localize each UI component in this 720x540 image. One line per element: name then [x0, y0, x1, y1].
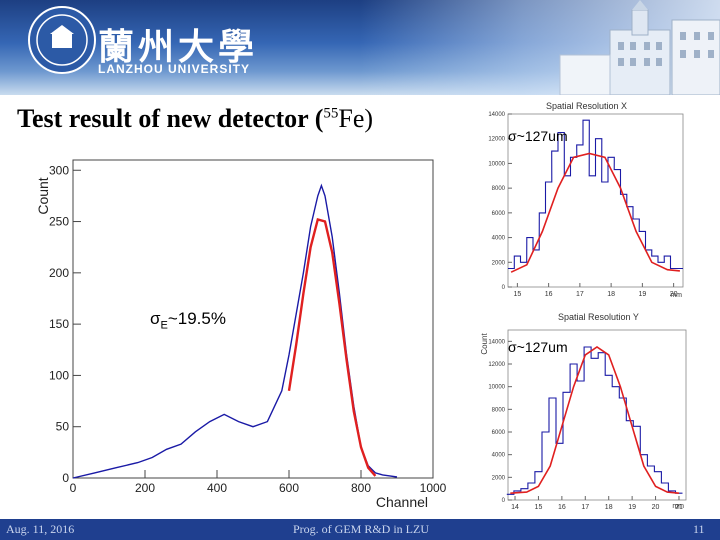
x-tick-label: 16	[558, 504, 566, 511]
y-tick-label: 10000	[488, 385, 505, 391]
resolution-value: ~19.5%	[167, 309, 226, 328]
x-tick-label: 17	[576, 291, 584, 298]
y-tick-label: 8000	[492, 407, 506, 413]
x-tick-label: 16	[545, 291, 553, 298]
y-tick-label: 4000	[492, 453, 506, 459]
plot-frame	[72, 159, 434, 479]
fit-curve	[510, 346, 680, 494]
y-tick-label: 12000	[488, 137, 505, 143]
y-tick-label: 6000	[492, 211, 506, 217]
university-seal-logo	[28, 6, 96, 74]
x-tick-label: 800	[351, 481, 371, 495]
header-banner: 蘭州大學 LANZHOU UNIVERSITY	[0, 0, 720, 95]
footer-bar: Aug. 11, 2016 Prog. of GEM R&D in LZU 11	[0, 519, 720, 540]
histogram-steps	[506, 346, 683, 495]
x-unit-label: mm	[672, 503, 684, 510]
slide-title: Test result of new detector (55Fe)	[17, 104, 373, 134]
y-tick-label: 0	[502, 498, 506, 504]
x-tick-label: 15	[513, 291, 521, 298]
y-tick-label: 250	[49, 215, 69, 229]
fit-curve	[510, 152, 680, 273]
page-number: 11	[693, 522, 705, 536]
spatial-resolution-x-chart: Spatial Resolution X mm 0 2000 4000 6000 800…	[478, 97, 690, 302]
x-tick-label: 21	[675, 504, 683, 511]
sigma-subscript: E	[160, 319, 168, 332]
footer-date: Aug. 11, 2016	[6, 522, 75, 536]
campus-building-graphic	[559, 0, 720, 95]
y-tick-label: 4000	[492, 236, 506, 242]
histogram-steps	[508, 119, 683, 270]
x-tick-label: 18	[605, 504, 613, 511]
isotope-mass-number: 55	[323, 105, 339, 122]
x-tick-label: 0	[70, 481, 77, 495]
title-isotope: 55Fe)	[323, 104, 373, 133]
title-text: Test result of new detector (	[17, 104, 324, 133]
y-axis-label: Count	[480, 333, 489, 355]
y-tick-label: 150	[49, 317, 69, 331]
x-tick-label: 200	[135, 481, 155, 495]
y-tick-label: 0	[62, 471, 69, 485]
y-axis-label: Count	[35, 177, 51, 214]
x-tick-label: 17	[581, 504, 589, 511]
x-tick-label: 400	[207, 481, 227, 495]
x-tick-label: 1000	[420, 481, 447, 495]
footer-title: Prog. of GEM R&D in LZU	[293, 522, 429, 536]
y-tick-label: 8000	[492, 186, 506, 192]
y-tick-label: 0	[502, 285, 506, 291]
x-tick-label: 20	[670, 291, 678, 298]
chart-title: Spatial Resolution X	[546, 101, 627, 111]
y-tick-label: 10000	[488, 161, 505, 167]
chart-title: Spatial Resolution Y	[558, 312, 639, 322]
x-tick-label: 19	[628, 504, 636, 511]
y-tick-label: 6000	[492, 430, 506, 436]
x-tick-label: 20	[652, 504, 660, 511]
spectrum-histogram-line	[72, 183, 398, 479]
y-tick-label: 100	[49, 368, 69, 382]
x-tick-label: 14	[511, 504, 519, 511]
y-tick-label: 12000	[488, 362, 505, 368]
x-axis-label: Channel	[376, 494, 428, 510]
y-tick-label: 14000	[488, 339, 505, 345]
y-tick-label: 2000	[492, 475, 506, 481]
x-tick-label: 600	[279, 481, 299, 495]
x-unit-label: mm	[670, 292, 682, 299]
energy-resolution-label: σE~19.5%	[150, 309, 226, 331]
sigma-symbol: σ	[150, 309, 161, 328]
energy-spectrum-chart: Count Channel 0 50 100 150 200 250 300 0 200 400 6…	[28, 150, 448, 520]
university-name-en: LANZHOU UNIVERSITY	[98, 62, 251, 76]
x-tick-label: 18	[607, 291, 615, 298]
x-tick-label: 19	[638, 291, 646, 298]
spatial-x-annotation: σ~127um	[508, 128, 568, 144]
y-tick-label: 14000	[488, 112, 505, 118]
y-tick-label: 50	[56, 420, 70, 434]
banner-building-image	[360, 0, 720, 95]
isotope-element: Fe)	[338, 104, 374, 133]
university-name-cn: 蘭州大學	[98, 26, 259, 68]
y-tick-label: 200	[49, 266, 69, 280]
y-tick-label: 300	[49, 163, 69, 177]
x-tick-label: 15	[535, 504, 543, 511]
spatial-y-annotation: σ~127um	[508, 339, 568, 355]
gaussian-fit-line	[287, 218, 377, 477]
spatial-resolution-y-chart: Spatial Resolution Y Count mm 0 2000 4000 6…	[478, 308, 690, 513]
y-tick-label: 2000	[492, 260, 506, 266]
